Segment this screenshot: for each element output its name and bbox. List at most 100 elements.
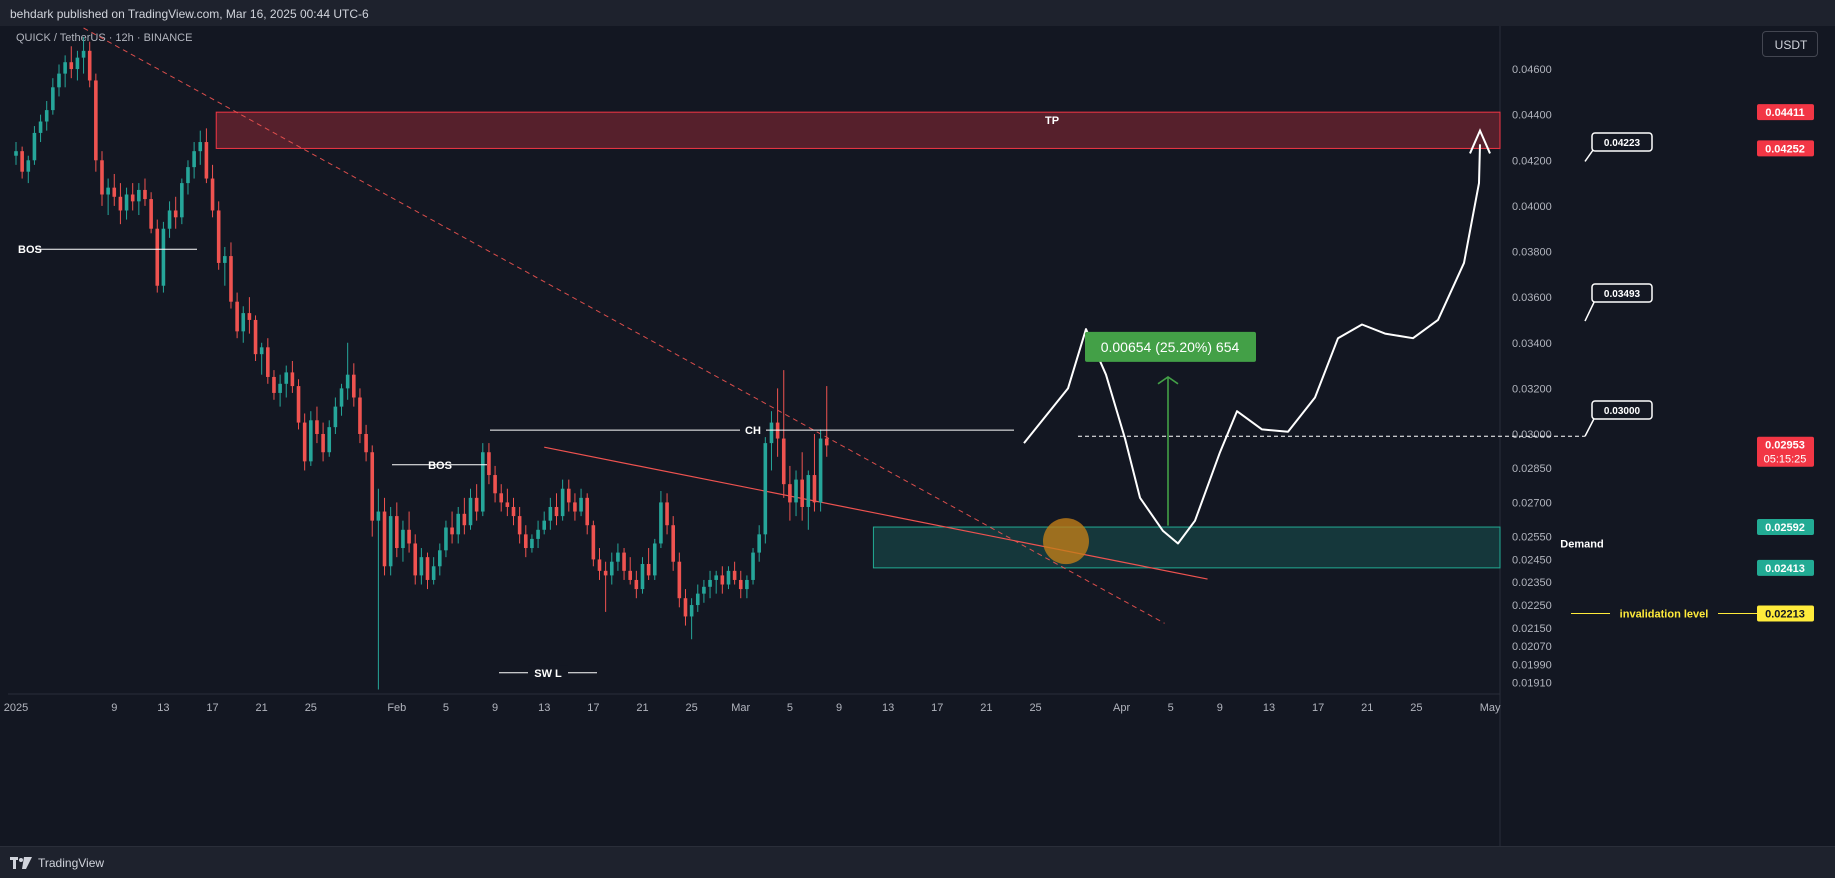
candle-body xyxy=(714,575,718,580)
candle-body xyxy=(302,422,307,462)
tradingview-brand[interactable]: TradingView xyxy=(10,856,104,870)
candle-body xyxy=(634,579,639,590)
candle-body xyxy=(94,80,98,161)
candle-body xyxy=(505,502,510,507)
callout-box[interactable] xyxy=(1591,400,1653,420)
candle-body xyxy=(732,570,737,580)
candle-body xyxy=(315,420,319,434)
candle-body xyxy=(487,452,491,476)
y-tick-label: 0.03400 xyxy=(1512,338,1552,350)
candle-body xyxy=(788,484,792,503)
candle-body xyxy=(499,493,504,503)
candle-body xyxy=(806,475,811,507)
price-axis-level-tag xyxy=(1757,140,1814,157)
candle-body xyxy=(474,497,479,512)
candle-body xyxy=(597,559,602,571)
y-tick-label: 0.02150 xyxy=(1512,623,1552,635)
candle-body xyxy=(87,50,92,81)
ch-label-bg xyxy=(740,423,766,438)
candle-body xyxy=(272,376,276,393)
candle-body xyxy=(480,452,485,512)
candle-body xyxy=(192,151,196,168)
projected-path[interactable] xyxy=(1023,144,1481,545)
brand-label: TradingView xyxy=(38,856,105,870)
candle-body xyxy=(652,543,657,576)
candle-body xyxy=(640,563,645,590)
price-axis-level-tag xyxy=(1757,104,1814,121)
tradingview-logo-icon xyxy=(10,857,32,869)
candle-body xyxy=(462,513,467,526)
candle-body xyxy=(628,570,632,580)
x-tick-label: 9 xyxy=(111,702,117,714)
candle-body xyxy=(751,552,755,580)
candle-body xyxy=(100,160,104,195)
x-tick-label: 17 xyxy=(1312,702,1324,714)
candle-body xyxy=(554,506,559,517)
price-chart[interactable]: 0.01910 0.01990 0.02070 0.02150 0.02250 0.023… xyxy=(0,26,1835,846)
y-tick-label: 0.02350 xyxy=(1512,577,1552,589)
candle-body xyxy=(235,301,239,332)
candle-body xyxy=(20,151,24,172)
candle-body xyxy=(413,543,418,576)
candle-body xyxy=(247,313,252,320)
measure-label-box[interactable] xyxy=(1085,331,1256,362)
dashed-trendline[interactable] xyxy=(83,27,1165,624)
bos-label-1: BOS xyxy=(18,244,42,256)
candle-body xyxy=(708,579,712,587)
callout-box[interactable] xyxy=(1591,283,1653,303)
candle-body xyxy=(683,598,688,617)
chart-background xyxy=(0,26,1835,846)
publish-info: behdark published on TradingView.com, Ma… xyxy=(10,7,369,21)
candle-body xyxy=(573,502,577,512)
descending-trendline[interactable] xyxy=(544,446,1208,580)
y-tick-label: 0.01990 xyxy=(1512,659,1552,671)
candle-body xyxy=(530,538,534,549)
candle-body xyxy=(106,187,110,195)
candle-body xyxy=(671,525,675,562)
candle-body xyxy=(210,178,215,211)
candle-body xyxy=(253,319,258,355)
measure-arrow-head xyxy=(1157,375,1179,385)
currency-button[interactable]: USDT xyxy=(1762,31,1818,57)
y-tick-label: 0.02700 xyxy=(1512,497,1552,509)
candle-body xyxy=(702,586,706,594)
x-tick-label: 9 xyxy=(492,702,498,714)
x-tick-label: May xyxy=(1480,702,1501,714)
x-tick-label: Apr xyxy=(1113,702,1130,714)
x-tick-label: 25 xyxy=(685,702,697,714)
y-tick-label: 0.02450 xyxy=(1512,554,1552,566)
candle-body xyxy=(75,57,80,70)
candle-body xyxy=(204,142,209,179)
candle-body xyxy=(646,563,651,576)
retest-marker[interactable] xyxy=(1043,518,1089,565)
candle-body xyxy=(14,151,18,156)
candle-body xyxy=(327,427,332,453)
last-price-label: 0.02953 xyxy=(1765,440,1805,452)
price-axis-level-label: 0.02592 xyxy=(1765,522,1805,534)
x-tick-label: 21 xyxy=(636,702,648,714)
candle-body xyxy=(523,534,528,549)
x-tick-label: 9 xyxy=(836,702,842,714)
callout-box[interactable] xyxy=(1591,132,1653,152)
tp-zone[interactable] xyxy=(215,111,1501,149)
candle-body xyxy=(616,552,620,562)
y-tick-label: 0.02550 xyxy=(1512,532,1552,544)
candle-body xyxy=(266,347,270,377)
price-axis-level-label: 0.02413 xyxy=(1765,563,1805,575)
x-tick-label: 13 xyxy=(882,702,894,714)
bos-label-2: BOS xyxy=(428,460,452,472)
candle-body xyxy=(677,561,682,599)
candle-body xyxy=(44,110,49,122)
x-tick-label: 5 xyxy=(787,702,793,714)
candle-body xyxy=(517,516,522,535)
candle-body xyxy=(345,374,350,389)
candle-body xyxy=(38,121,43,133)
x-tick-label: 17 xyxy=(587,702,599,714)
symbol-label: QUICK / TetherUS · 12h · BINANCE xyxy=(16,32,192,44)
candle-body xyxy=(425,557,430,580)
x-tick-label: 17 xyxy=(931,702,943,714)
candle-body xyxy=(720,575,725,585)
candle-body xyxy=(800,479,804,507)
candle-body xyxy=(149,199,153,229)
candle-body xyxy=(57,73,61,88)
